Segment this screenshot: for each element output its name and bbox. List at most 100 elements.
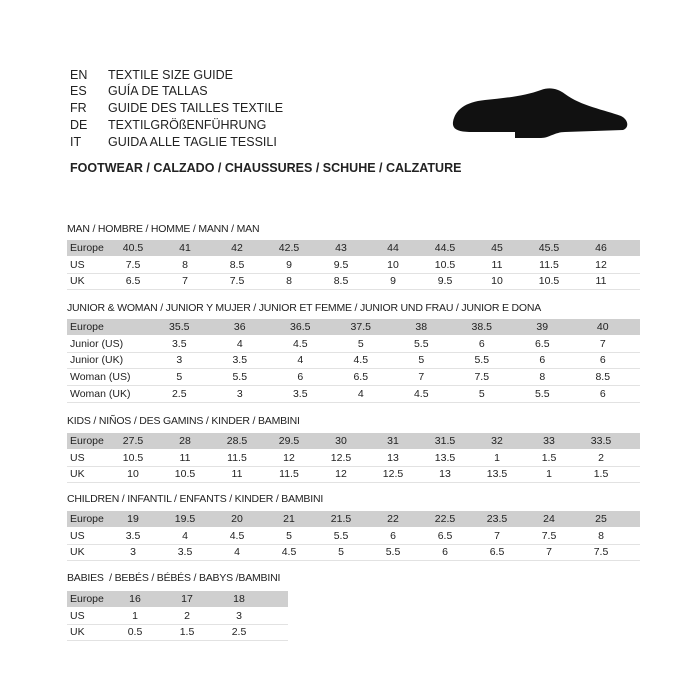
size-value: 5.5	[413, 337, 429, 350]
language-code: ES	[70, 84, 87, 98]
size-row: Europe 16 17 18	[67, 591, 288, 607]
size-value: 3	[236, 609, 242, 622]
size-value: 9.5	[437, 275, 453, 288]
size-value: 44.5	[434, 242, 456, 254]
section-title: MAN / HOMBRE / HOMME / MANN / MAN	[67, 223, 260, 235]
size-row: US 1 2 3	[67, 608, 288, 625]
size-value: 5	[418, 354, 425, 367]
size-value: 3	[130, 546, 136, 559]
size-value: 8	[539, 371, 546, 384]
size-value: 38	[415, 321, 428, 333]
size-value: 37.5	[350, 321, 371, 333]
size-value: 6.5	[534, 337, 550, 350]
row-label: UK	[70, 626, 85, 639]
size-value: 46	[595, 242, 607, 254]
size-value: 6	[390, 529, 396, 542]
size-value: 8	[182, 258, 188, 271]
size-row: Europe 40.5 41 42 42.5 43 44 44.5 45 45.5 46	[67, 240, 640, 256]
row-label: Woman (US)	[70, 371, 131, 384]
size-value: 5	[286, 529, 292, 542]
size-value: 1.5	[541, 451, 557, 464]
size-value: 8.5	[595, 371, 611, 384]
size-value: 21.5	[330, 513, 352, 525]
size-value: 13	[439, 468, 451, 481]
language-title: TEXTILE SIZE GUIDE	[108, 68, 234, 82]
language-code: EN	[70, 68, 88, 82]
size-value: 4	[297, 354, 304, 367]
size-row: US 3.5 4 4.5 5 5.5 6 6.5 7 7.5 8	[67, 528, 640, 545]
size-row: UK 10 10.5 11 11.5 12 12.5 13 13.5 1 1.5	[67, 466, 640, 484]
size-value: 4.5	[353, 354, 369, 367]
row-label: US	[70, 451, 85, 464]
size-value: 44	[387, 242, 399, 254]
size-value: 10	[387, 258, 399, 271]
size-value: 45.5	[538, 242, 560, 254]
size-value: 11	[231, 468, 243, 481]
size-value: 29.5	[278, 435, 300, 447]
size-value: 1	[132, 609, 138, 622]
size-row: UK 3 3.5 4 4.5 5 5.5 6 6.5 7 7.5	[67, 544, 640, 562]
section-title: BABIES / BEBÉS / BÉBÉS / BABYS /BAMBINI	[67, 572, 281, 584]
size-value: 8	[598, 529, 604, 542]
size-value: 7.5	[474, 371, 490, 384]
language-title: GUIDE DES TAILLES TEXTILE	[108, 101, 284, 115]
size-value: 6	[599, 387, 606, 400]
size-value: 42	[231, 242, 243, 254]
size-value: 16	[129, 593, 141, 605]
size-row: UK 0.5 1.5 2.5	[67, 624, 288, 642]
language-title: GUÍA DE TALLAS	[108, 84, 208, 98]
row-label: Europe	[70, 242, 104, 254]
size-value: 10.5	[122, 451, 144, 464]
size-value: 3	[176, 354, 183, 367]
size-value: 1	[494, 451, 500, 464]
size-value: 39	[536, 321, 549, 333]
size-value: 1	[546, 468, 552, 481]
size-row: UK 6.5 7 7.5 8 8.5 9 9.5 10 10.5 11	[67, 273, 640, 291]
size-value: 5.5	[474, 354, 490, 367]
size-value: 6.5	[125, 275, 141, 288]
size-value: 5.5	[333, 529, 349, 542]
size-value: 4.5	[229, 529, 245, 542]
size-value: 6	[478, 337, 485, 350]
size-row: Junior (US) 3.5 4 4.5 5 5.5 6 6.5 7	[67, 336, 640, 353]
size-value: 42.5	[278, 242, 300, 254]
size-value: 3.5	[171, 337, 187, 350]
size-row: Woman (US) 5 5.5 6 6.5 7 7.5 8 8.5	[67, 369, 640, 387]
size-value: 20	[231, 513, 243, 525]
size-value: 7	[418, 371, 425, 384]
size-value: 4.5	[413, 387, 429, 400]
row-label: UK	[70, 468, 85, 481]
size-value: 5.5	[232, 371, 248, 384]
size-value: 31	[387, 435, 399, 447]
size-value: 4	[234, 546, 240, 559]
size-value: 13.5	[486, 468, 508, 481]
size-value: 19.5	[174, 513, 196, 525]
size-value: 1.5	[593, 468, 609, 481]
size-value: 43	[335, 242, 347, 254]
size-value: 13	[387, 451, 399, 464]
size-value: 40	[596, 321, 609, 333]
size-value: 18	[233, 593, 245, 605]
section-title: JUNIOR & WOMAN / JUNIOR Y MUJER / JUNIOR…	[67, 302, 542, 314]
size-value: 10	[127, 468, 139, 481]
size-value: 5	[338, 546, 344, 559]
size-value: 45	[491, 242, 503, 254]
size-value: 7.5	[125, 258, 141, 271]
size-value: 8	[286, 275, 292, 288]
size-value: 4.5	[292, 337, 308, 350]
row-label: UK	[70, 275, 85, 288]
size-value: 5.5	[534, 387, 550, 400]
language-title: GUIDA ALLE TAGLIE TESSILI	[108, 135, 277, 149]
section-title: CHILDREN / INFANTIL / ENFANTS / KINDER /…	[67, 493, 324, 505]
size-value: 11	[595, 275, 607, 288]
size-value: 0.5	[127, 626, 143, 639]
size-value: 17	[181, 593, 193, 605]
size-value: 3.5	[125, 529, 141, 542]
size-value: 30	[335, 435, 347, 447]
size-value: 41	[179, 242, 191, 254]
size-value: 3	[236, 387, 243, 400]
size-value: 10.5	[434, 258, 456, 271]
size-value: 25	[595, 513, 607, 525]
row-label: Junior (US)	[70, 337, 124, 350]
size-value: 6	[442, 546, 448, 559]
